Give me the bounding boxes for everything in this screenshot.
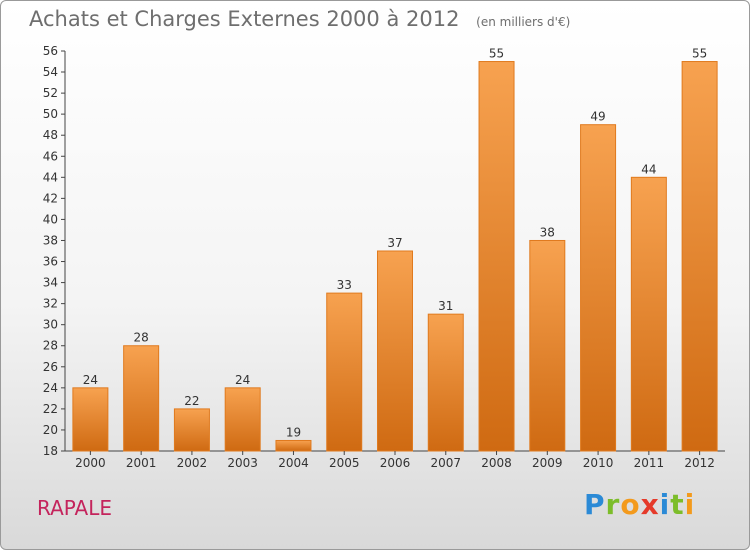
bar-value-label: 19 <box>286 425 301 439</box>
bar <box>377 250 413 452</box>
y-tick-label: 48 <box>43 128 58 142</box>
bar <box>123 345 160 452</box>
bar <box>224 387 261 452</box>
bar-value-label: 24 <box>83 373 98 387</box>
y-tick-label: 40 <box>43 212 58 226</box>
bar <box>630 176 667 452</box>
y-tick-label: 56 <box>43 44 58 58</box>
logo-letter: t <box>670 488 685 521</box>
bar <box>326 292 363 452</box>
bar-value-label: 24 <box>235 373 250 387</box>
y-tick-label: 42 <box>43 191 58 205</box>
bar-value-label: 31 <box>438 299 453 313</box>
bar-value-label: 44 <box>641 162 656 176</box>
x-tick-label: 2002 <box>177 456 208 470</box>
y-tick-label: 54 <box>43 65 58 79</box>
bar <box>427 313 464 452</box>
bar <box>681 61 718 452</box>
bar-value-label: 55 <box>692 47 707 61</box>
y-tick-label: 30 <box>43 318 58 332</box>
logo-letter: o <box>620 488 641 521</box>
x-tick-label: 2008 <box>481 456 512 470</box>
bar-value-label: 22 <box>184 394 199 408</box>
proxiti-logo: Proxiti <box>584 488 695 521</box>
x-tick-label: 2000 <box>75 456 106 470</box>
y-tick-label: 24 <box>43 381 58 395</box>
y-tick-label: 32 <box>43 297 58 311</box>
logo-letter: P <box>584 488 606 521</box>
logo-letter: r <box>605 488 621 521</box>
x-tick-label: 2001 <box>126 456 157 470</box>
bar <box>529 239 566 452</box>
logo-letter: x <box>640 488 660 521</box>
logo-letter: i <box>659 488 671 521</box>
bar <box>173 408 210 452</box>
bar-value-label: 33 <box>337 278 352 292</box>
chart-title: Achats et Charges Externes 2000 à 2012 (… <box>29 7 570 31</box>
y-tick-label: 36 <box>43 255 58 269</box>
x-tick-label: 2003 <box>227 456 258 470</box>
y-tick-label: 44 <box>43 170 58 184</box>
y-tick-label: 52 <box>43 86 58 100</box>
y-tick-label: 38 <box>43 233 58 247</box>
y-tick-label: 26 <box>43 360 58 374</box>
x-tick-label: 2007 <box>430 456 461 470</box>
x-tick-label: 2010 <box>583 456 614 470</box>
bar <box>478 61 515 452</box>
x-tick-label: 2011 <box>634 456 665 470</box>
bar-value-label: 38 <box>540 225 555 239</box>
y-tick-label: 20 <box>43 423 58 437</box>
x-tick-label: 2004 <box>278 456 309 470</box>
place-name: RAPALE <box>37 496 113 520</box>
chart-title-text: Achats et Charges Externes 2000 à 2012 <box>29 7 460 31</box>
bar <box>275 439 312 452</box>
bar <box>580 124 617 452</box>
logo-letter: i <box>684 488 696 521</box>
y-tick-label: 46 <box>43 149 58 163</box>
x-tick-label: 2006 <box>380 456 411 470</box>
bar <box>72 387 109 452</box>
y-tick-label: 34 <box>43 276 58 290</box>
x-tick-label: 2005 <box>329 456 360 470</box>
chart-unit-note: (en milliers d'€) <box>476 15 571 29</box>
bar-value-label: 55 <box>489 47 504 61</box>
y-tick-label: 22 <box>43 402 58 416</box>
y-tick-label: 28 <box>43 339 58 353</box>
bar-value-label: 49 <box>590 110 605 124</box>
y-tick-label: 18 <box>43 444 58 458</box>
x-tick-label: 2009 <box>532 456 563 470</box>
x-tick-label: 2012 <box>684 456 715 470</box>
bar-value-label: 37 <box>387 236 402 250</box>
y-tick-label: 50 <box>43 107 58 121</box>
bar-value-label: 28 <box>134 331 149 345</box>
